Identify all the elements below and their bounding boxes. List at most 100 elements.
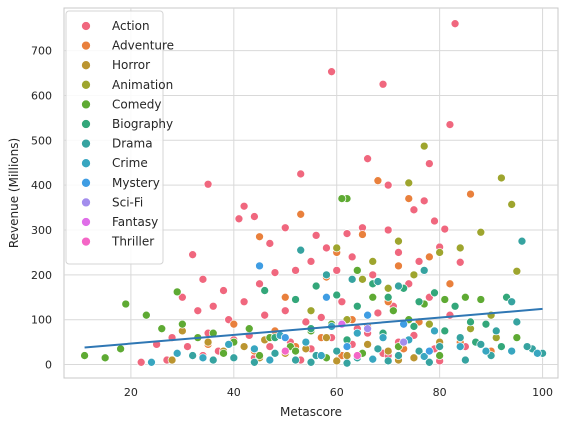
data-point: [332, 290, 342, 300]
legend-label: Drama: [112, 137, 153, 151]
data-point: [332, 356, 342, 366]
data-point: [100, 353, 110, 363]
data-point: [208, 301, 218, 311]
data-point: [280, 346, 290, 356]
data-point: [188, 351, 197, 360]
x-tick-label: 100: [532, 386, 553, 399]
data-point: [404, 194, 414, 203]
data-point: [198, 353, 208, 363]
legend-label: Adventure: [112, 39, 174, 53]
data-point: [373, 344, 383, 354]
data-point: [250, 357, 259, 367]
data-point: [394, 248, 403, 257]
legend-label: Biography: [112, 117, 173, 131]
data-point: [425, 252, 434, 262]
data-point: [291, 266, 300, 275]
x-tick-label: 60: [330, 386, 344, 399]
data-point: [172, 287, 182, 297]
series-comedy: [80, 194, 522, 363]
data-point: [435, 248, 444, 257]
data-point: [280, 306, 290, 316]
data-point: [291, 346, 300, 356]
data-point: [445, 279, 455, 289]
data-point: [296, 169, 306, 179]
data-point: [239, 297, 249, 307]
y-tick-label: 600: [31, 89, 52, 102]
y-tick-label: 400: [31, 179, 52, 192]
data-point: [378, 79, 388, 89]
x-tick-label: 80: [433, 386, 447, 399]
data-point: [517, 236, 527, 246]
data-point: [219, 348, 228, 358]
data-point: [383, 283, 393, 293]
data-point: [455, 342, 465, 351]
data-point: [224, 340, 234, 349]
legend-label: Action: [112, 19, 150, 33]
data-point: [342, 229, 352, 238]
data-point: [352, 266, 362, 275]
data-point: [322, 292, 331, 302]
data-point: [440, 224, 450, 234]
data-point: [121, 299, 131, 309]
data-point: [414, 297, 424, 307]
data-point: [394, 281, 403, 291]
data-point: [352, 328, 362, 338]
data-point: [445, 120, 455, 129]
legend-marker: [81, 99, 91, 110]
legend-label: Animation: [112, 78, 173, 92]
data-point: [229, 319, 239, 329]
data-point: [167, 355, 177, 365]
legend-label: Fantasy: [112, 215, 158, 229]
data-point: [425, 346, 434, 356]
data-point: [229, 353, 239, 363]
data-point: [409, 353, 419, 363]
series-crime: [147, 322, 542, 367]
data-point: [450, 301, 460, 311]
data-point: [337, 297, 347, 307]
data-point: [394, 351, 403, 360]
data-point: [301, 317, 311, 327]
data-point: [327, 67, 336, 77]
data-point: [425, 319, 434, 329]
legend-marker: [81, 158, 91, 169]
data-point: [507, 346, 517, 356]
data-point: [147, 357, 156, 367]
data-point: [435, 351, 444, 360]
data-point: [497, 342, 506, 351]
data-point: [255, 232, 264, 242]
data-point: [157, 324, 167, 334]
legend-marker: [81, 197, 91, 208]
data-point: [383, 292, 393, 302]
legend-marker: [81, 60, 91, 71]
data-point: [265, 342, 275, 351]
data-point: [250, 212, 259, 221]
legend-marker: [81, 138, 91, 149]
series-animation: [306, 141, 522, 342]
legend-marker: [81, 217, 91, 227]
y-axis-ticks: 0 100 200 300 400 500 600 700: [31, 45, 52, 372]
legend-label: Sci-Fi: [112, 195, 143, 209]
data-point: [337, 194, 347, 203]
data-point: [291, 355, 300, 365]
data-point: [311, 231, 321, 240]
data-point: [172, 348, 182, 358]
data-point: [425, 159, 434, 168]
data-point: [250, 344, 259, 354]
data-point: [414, 346, 424, 356]
data-point: [419, 141, 429, 151]
data-point: [332, 266, 342, 275]
legend-label: Mystery: [112, 176, 160, 190]
data-point: [183, 342, 192, 351]
data-point: [481, 319, 491, 329]
data-point: [363, 340, 372, 349]
data-point: [178, 319, 187, 329]
data-point: [430, 326, 439, 336]
legend-marker: [81, 40, 91, 51]
data-point: [383, 225, 393, 235]
data-point: [507, 200, 517, 209]
data-point: [440, 326, 450, 336]
data-point: [322, 333, 331, 342]
data-point: [368, 354, 378, 364]
data-point: [533, 348, 542, 358]
